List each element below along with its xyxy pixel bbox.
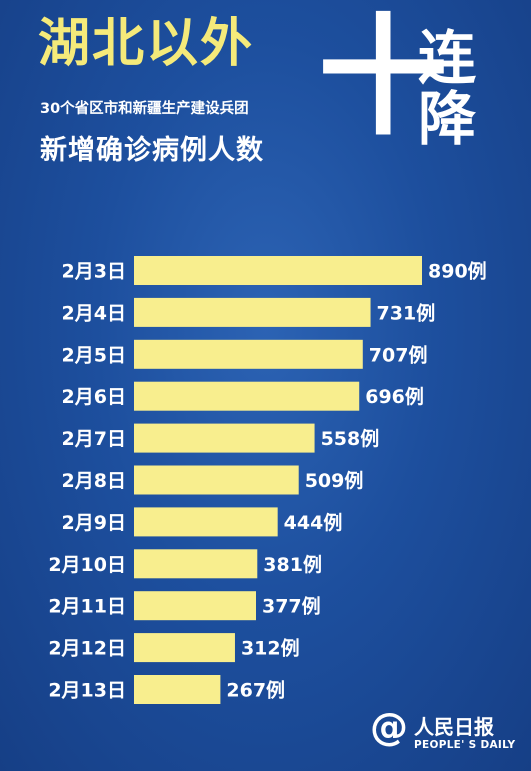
at-icon: @ [370, 705, 408, 749]
bar [134, 465, 299, 495]
value-label: 377例 [262, 595, 321, 618]
value-label: 509例 [305, 469, 364, 492]
value-label: 267例 [226, 679, 285, 702]
category-label: 2月7日 [62, 428, 126, 450]
logo-name-en: PEOPLE' S DAILY [414, 739, 516, 751]
category-label: 2月9日 [62, 512, 126, 534]
consecutive-decline-vertical: 连 降 [418, 24, 477, 154]
value-label: 558例 [321, 427, 380, 450]
value-label: 381例 [263, 553, 322, 576]
subtitle-new-cases: 新增确诊病例人数 [40, 135, 264, 166]
main-title: 湖北以外 [38, 14, 255, 74]
bar [134, 423, 315, 453]
bar [134, 339, 363, 369]
value-label: 696例 [365, 385, 424, 408]
bar [134, 507, 278, 537]
value-label: 444例 [284, 511, 343, 534]
bar [134, 297, 371, 327]
big-ten-character: 十 [318, 1, 449, 153]
bar [134, 381, 360, 411]
subtitle-regions: 30个省区市和新疆生产建设兵团 [40, 101, 249, 117]
char-lian: 连 [418, 24, 477, 92]
char-jiang: 降 [418, 85, 477, 154]
category-label: 2月8日 [62, 470, 126, 492]
category-label: 2月11日 [48, 596, 126, 618]
category-label: 2月6日 [62, 386, 126, 408]
category-label: 2月4日 [62, 302, 126, 324]
bar [134, 591, 256, 621]
bar [134, 633, 235, 663]
logo-name-cn: 人民日报 [414, 715, 494, 739]
value-label: 312例 [241, 637, 300, 660]
value-label: 731例 [377, 301, 436, 324]
bar [134, 675, 221, 704]
category-label: 2月10日 [48, 554, 126, 576]
bar [134, 549, 258, 579]
category-label: 2月3日 [62, 261, 126, 283]
category-label: 2月5日 [62, 344, 126, 366]
category-label: 2月13日 [48, 680, 126, 702]
value-label: 890例 [428, 260, 487, 283]
value-label: 707例 [369, 343, 428, 366]
category-label: 2月12日 [48, 638, 126, 660]
bar [134, 256, 422, 285]
